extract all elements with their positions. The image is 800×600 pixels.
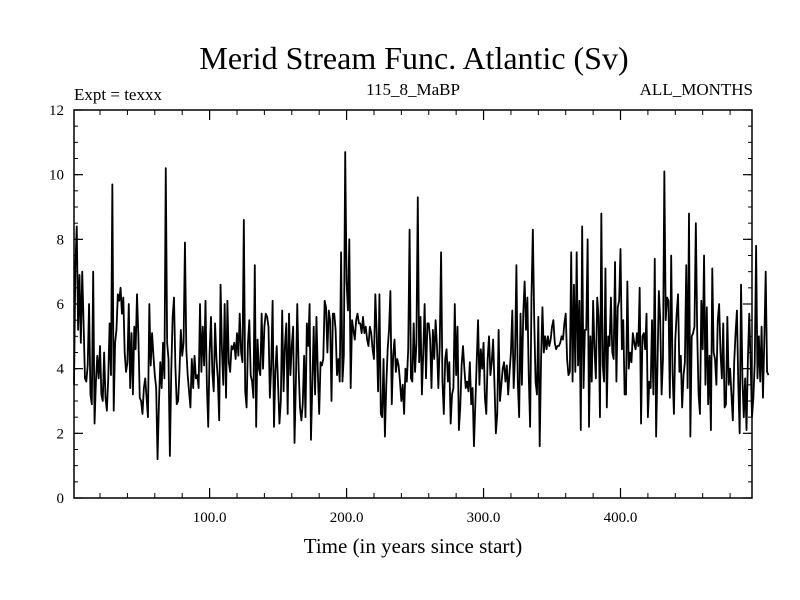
y-tick-label: 0 bbox=[57, 491, 65, 507]
x-axis-title: Time (in years since start) bbox=[304, 534, 523, 558]
plot-frame bbox=[73, 109, 753, 499]
chart-title: Merid Stream Func. Atlantic (Sv) bbox=[199, 40, 628, 76]
y-tick-label: 10 bbox=[49, 168, 64, 184]
x-tick-label: 100.0 bbox=[193, 510, 227, 526]
y-axis: 0 2 4 6 8 10 12 bbox=[49, 103, 752, 507]
period-label: 115_8_MaBP bbox=[366, 80, 460, 99]
series-line bbox=[73, 151, 770, 461]
y-tick-label: 6 bbox=[57, 297, 65, 313]
x-tick-label: 200.0 bbox=[330, 510, 364, 526]
y-tick-label: 8 bbox=[57, 232, 65, 248]
x-tick-label: 300.0 bbox=[467, 510, 501, 526]
y-tick-label: 12 bbox=[49, 103, 64, 119]
experiment-label: Expt = texxx bbox=[74, 85, 162, 104]
y-tick-label: 2 bbox=[57, 426, 65, 442]
x-tick-label: 400.0 bbox=[604, 510, 638, 526]
y-tick-label: 4 bbox=[57, 362, 65, 378]
months-label: ALL_MONTHS bbox=[640, 80, 753, 99]
x-axis: 100.0 200.0 300.0 400.0 bbox=[99, 110, 731, 526]
